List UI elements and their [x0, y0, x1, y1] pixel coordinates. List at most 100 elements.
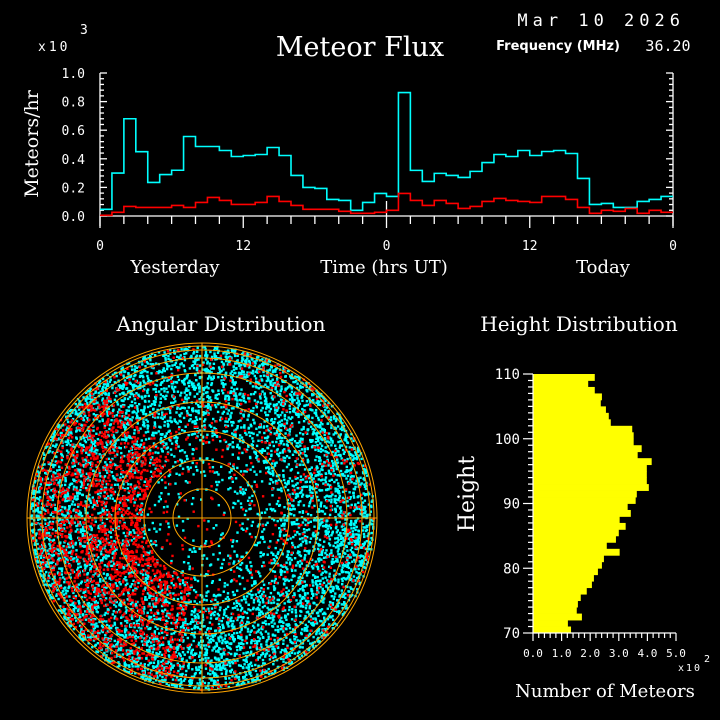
cyan-meteor-point	[157, 500, 161, 503]
cyan-meteor-point	[261, 535, 264, 539]
cyan-meteor-point	[256, 433, 259, 437]
cyan-meteor-point	[152, 400, 156, 403]
cyan-meteor-point	[152, 661, 156, 664]
cyan-meteor-point	[205, 457, 208, 460]
cyan-meteor-point	[151, 521, 154, 525]
cyan-meteor-point	[362, 471, 365, 475]
cyan-meteor-point	[313, 548, 316, 551]
cyan-meteor-point	[258, 609, 261, 612]
cyan-meteor-point	[321, 510, 325, 513]
cyan-meteor-point	[108, 626, 111, 630]
cyan-meteor-point	[234, 362, 237, 365]
cyan-meteor-point	[340, 457, 343, 460]
cyan-meteor-point	[49, 446, 52, 450]
cyan-meteor-point	[154, 445, 158, 448]
cyan-meteor-point	[157, 481, 160, 484]
cyan-meteor-point	[154, 354, 157, 357]
cyan-meteor-point	[94, 586, 97, 590]
cyan-meteor-point	[106, 383, 109, 386]
cyan-meteor-point	[202, 554, 206, 557]
cyan-meteor-point	[259, 594, 262, 598]
cyan-meteor-point	[51, 498, 54, 502]
cyan-meteor-point	[202, 675, 206, 679]
cyan-meteor-point	[144, 369, 147, 373]
cyan-meteor-point	[310, 466, 313, 469]
cyan-meteor-point	[173, 622, 177, 625]
cyan-meteor-point	[133, 626, 136, 629]
cyan-meteor-point	[226, 412, 229, 415]
cyan-meteor-point	[74, 606, 78, 610]
cyan-meteor-point	[283, 524, 286, 527]
cyan-meteor-point	[66, 420, 70, 424]
cyan-meteor-point	[143, 356, 146, 359]
cyan-meteor-point	[75, 420, 79, 423]
cyan-meteor-point	[333, 577, 337, 581]
cyan-meteor-point	[73, 521, 76, 524]
cyan-meteor-point	[304, 636, 307, 640]
cyan-meteor-point	[291, 377, 294, 380]
cyan-meteor-point	[222, 651, 225, 654]
cyan-meteor-point	[340, 444, 344, 447]
cyan-meteor-point	[282, 456, 285, 459]
cyan-meteor-point	[180, 605, 183, 608]
cyan-meteor-point	[341, 490, 345, 494]
cyan-meteor-point	[342, 501, 346, 504]
cyan-meteor-point	[271, 633, 275, 636]
cyan-meteor-point	[338, 610, 341, 613]
cyan-meteor-point	[213, 613, 216, 617]
cyan-meteor-point	[291, 453, 295, 456]
cyan-meteor-point	[363, 535, 366, 539]
cyan-meteor-point	[187, 629, 190, 632]
cyan-meteor-point	[280, 436, 284, 440]
cyan-meteor-point	[215, 650, 218, 653]
cyan-meteor-point	[318, 403, 322, 407]
cyan-meteor-point	[336, 458, 339, 461]
y-tick-label: 0.0	[62, 210, 85, 225]
cyan-meteor-point	[161, 413, 164, 417]
cyan-meteor-point	[101, 626, 105, 629]
cyan-meteor-point	[239, 631, 242, 634]
cyan-meteor-point	[337, 482, 340, 485]
cyan-meteor-point	[332, 597, 335, 601]
cyan-meteor-point	[200, 471, 203, 474]
cyan-meteor-point	[342, 452, 346, 455]
cyan-meteor-point	[78, 400, 81, 403]
cyan-meteor-point	[206, 636, 209, 640]
cyan-meteor-point	[180, 406, 184, 409]
cyan-meteor-point	[159, 393, 163, 396]
cyan-meteor-point	[110, 626, 113, 630]
cyan-meteor-point	[81, 403, 84, 407]
cyan-meteor-point	[252, 606, 255, 609]
cyan-meteor-point	[151, 456, 154, 459]
cyan-meteor-point	[89, 580, 93, 583]
cyan-meteor-point	[324, 476, 328, 479]
cyan-meteor-point	[69, 431, 73, 434]
cyan-meteor-point	[89, 393, 92, 396]
cyan-meteor-point	[219, 419, 222, 422]
cyan-meteor-point	[212, 527, 215, 530]
cyan-meteor-point	[131, 452, 134, 455]
cyan-meteor-point	[119, 655, 122, 659]
cyan-meteor-point	[297, 583, 300, 586]
cyan-meteor-point	[242, 652, 245, 655]
cyan-meteor-point	[227, 598, 231, 601]
cyan-meteor-point	[334, 501, 338, 505]
cyan-meteor-point	[198, 385, 201, 388]
cyan-meteor-point	[232, 619, 235, 623]
cyan-meteor-point	[330, 560, 333, 563]
cyan-meteor-point	[229, 486, 232, 490]
cyan-meteor-point	[66, 511, 69, 514]
cyan-meteor-point	[293, 657, 296, 661]
cyan-meteor-point	[258, 601, 262, 604]
cyan-meteor-point	[146, 644, 149, 647]
cyan-meteor-point	[306, 571, 309, 574]
cyan-meteor-point	[160, 416, 163, 419]
cyan-meteor-point	[240, 607, 244, 610]
cyan-meteor-point	[141, 385, 144, 388]
cyan-meteor-point	[235, 540, 239, 543]
cyan-meteor-point	[121, 514, 124, 517]
cyan-meteor-point	[229, 391, 232, 395]
cyan-meteor-point	[222, 383, 225, 386]
cyan-meteor-point	[279, 594, 282, 597]
cyan-meteor-point	[283, 633, 287, 636]
